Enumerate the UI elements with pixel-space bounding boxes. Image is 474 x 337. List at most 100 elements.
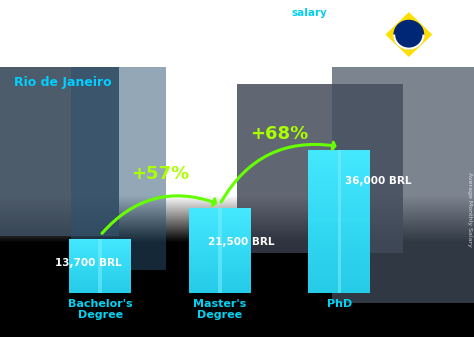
Bar [308, 197, 371, 203]
Bar [308, 284, 371, 288]
Bar [69, 262, 131, 264]
Bar [189, 227, 251, 231]
Bar [189, 236, 251, 239]
Text: 13,700 BRL: 13,700 BRL [55, 258, 121, 268]
Bar [308, 250, 371, 255]
Bar [189, 287, 251, 290]
Bar [69, 257, 131, 258]
Text: Rio de Janeiro: Rio de Janeiro [14, 76, 112, 89]
Bar [308, 288, 371, 293]
Bar [69, 273, 131, 275]
Text: explorer: explorer [325, 8, 374, 19]
Bar [308, 203, 371, 207]
Bar [189, 285, 251, 287]
Bar [189, 233, 251, 236]
Bar [189, 210, 251, 213]
Bar [69, 240, 131, 242]
Bar [189, 265, 251, 268]
Text: Pharmaceutical Manufacturing Lead: Pharmaceutical Manufacturing Lead [14, 45, 240, 59]
Bar [189, 245, 251, 247]
Text: .com: .com [361, 8, 390, 19]
Circle shape [394, 21, 424, 49]
Bar [308, 274, 371, 279]
Text: salary: salary [292, 8, 328, 19]
Bar [189, 208, 251, 210]
Bar [69, 286, 131, 288]
Bar [189, 253, 251, 256]
Bar [69, 277, 131, 279]
Bar [189, 290, 251, 293]
Bar [69, 255, 131, 257]
Bar [189, 219, 251, 222]
Bar [308, 155, 371, 159]
Bar [189, 256, 251, 259]
Bar [69, 249, 131, 251]
Bar [308, 207, 371, 212]
Bar [308, 269, 371, 274]
Bar [308, 169, 371, 174]
Bar [69, 270, 131, 271]
Bar [308, 279, 371, 284]
Bar [69, 292, 131, 293]
Bar [0, 67, 118, 236]
Bar [308, 179, 371, 183]
Bar [189, 279, 251, 282]
Bar [308, 221, 371, 226]
Bar [69, 261, 131, 262]
Text: 21,500 BRL: 21,500 BRL [208, 237, 274, 247]
Bar [189, 225, 251, 227]
Bar [189, 222, 251, 225]
Bar [308, 183, 371, 188]
Bar [332, 67, 474, 303]
Bar [237, 84, 403, 253]
Bar [189, 239, 251, 242]
Bar [189, 268, 251, 270]
Bar [69, 275, 131, 277]
Bar [218, 208, 221, 293]
Bar [337, 150, 341, 293]
Bar [308, 159, 371, 164]
Bar [308, 260, 371, 265]
Text: 36,000 BRL: 36,000 BRL [346, 176, 412, 186]
Bar [308, 164, 371, 169]
Bar [71, 67, 166, 270]
Bar [189, 231, 251, 233]
Bar [189, 213, 251, 216]
Bar [69, 288, 131, 289]
Bar [308, 265, 371, 269]
Bar [69, 248, 131, 249]
Bar [189, 250, 251, 253]
Bar [69, 284, 131, 286]
Bar [69, 282, 131, 284]
Text: Average Monthly Salary: Average Monthly Salary [466, 172, 472, 246]
Bar [69, 246, 131, 248]
Bar [189, 259, 251, 262]
Bar [308, 231, 371, 236]
Bar [69, 268, 131, 270]
Bar [189, 276, 251, 279]
Bar [69, 280, 131, 282]
Bar [189, 242, 251, 245]
Bar [308, 212, 371, 217]
Bar [69, 244, 131, 246]
Text: Salary Comparison By Education: Salary Comparison By Education [14, 8, 308, 24]
Bar [69, 271, 131, 273]
Bar [189, 247, 251, 250]
Bar [308, 193, 371, 197]
Bar [69, 279, 131, 280]
Bar [308, 188, 371, 193]
Bar [189, 270, 251, 273]
Bar [189, 262, 251, 265]
Polygon shape [385, 12, 432, 57]
Bar [189, 282, 251, 285]
Bar [69, 253, 131, 255]
Bar [69, 242, 131, 244]
Bar [189, 216, 251, 219]
Bar [69, 258, 131, 261]
Bar [69, 239, 131, 240]
Bar [308, 241, 371, 245]
Bar [308, 255, 371, 260]
Bar [189, 273, 251, 276]
Bar [308, 150, 371, 155]
Text: +68%: +68% [250, 125, 309, 143]
